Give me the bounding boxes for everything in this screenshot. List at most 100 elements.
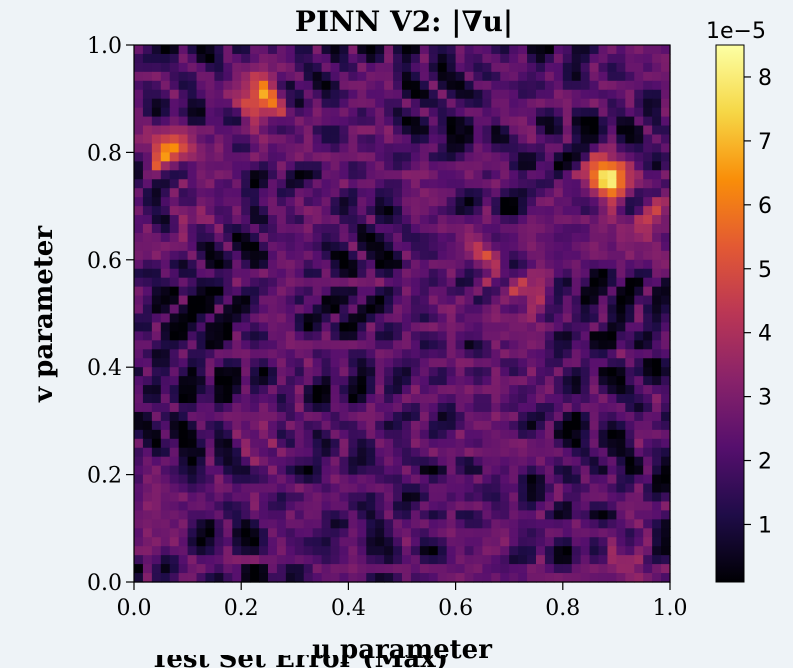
heatmap-cell	[598, 385, 609, 395]
heatmap-cell	[544, 259, 555, 270]
heatmap-cell	[402, 340, 412, 350]
heatmap-cell	[214, 170, 224, 180]
heatmap-cell	[500, 340, 510, 350]
heatmap-cell	[241, 134, 251, 145]
heatmap-cell	[536, 465, 546, 476]
heatmap-cell	[214, 358, 224, 368]
heatmap-cell	[375, 268, 385, 279]
heatmap-cell	[330, 80, 341, 91]
heatmap-cell	[169, 420, 180, 431]
heatmap-cell	[241, 367, 251, 377]
heatmap-cell	[160, 429, 171, 440]
heatmap-cell	[393, 447, 403, 458]
heatmap-cell	[491, 537, 501, 547]
heatmap-cell	[250, 501, 260, 511]
heatmap-cell	[455, 45, 466, 55]
heatmap-cell	[580, 116, 591, 127]
heatmap-cell	[536, 304, 546, 315]
heatmap-cell	[393, 438, 403, 449]
heatmap-cell	[223, 340, 233, 350]
heatmap-cell	[625, 179, 635, 189]
heatmap-cell	[598, 241, 609, 252]
heatmap-cell	[160, 98, 171, 109]
heatmap-cell	[268, 313, 278, 324]
heatmap-cell	[134, 376, 144, 386]
heatmap-cell	[536, 349, 546, 359]
heatmap-cell	[321, 89, 332, 100]
heatmap-cell	[384, 528, 394, 538]
heatmap-cell	[339, 367, 349, 377]
heatmap-cell	[509, 152, 519, 162]
heatmap-cell	[268, 555, 278, 565]
heatmap-cell	[625, 501, 635, 511]
heatmap-cell	[428, 501, 439, 511]
heatmap-cell	[634, 483, 644, 494]
heatmap-cell	[634, 394, 644, 404]
heatmap-cell	[357, 546, 367, 556]
heatmap-cell	[643, 313, 653, 324]
heatmap-cell	[285, 152, 296, 162]
heatmap-cell	[339, 62, 349, 73]
heatmap-cell	[580, 161, 591, 171]
heatmap-cell	[643, 295, 653, 306]
heatmap-cell	[303, 197, 314, 207]
heatmap-cell	[544, 447, 555, 458]
heatmap-cell	[142, 143, 153, 153]
heatmap-cell	[455, 215, 466, 225]
heatmap-cell	[616, 438, 626, 449]
heatmap-cell	[303, 420, 314, 431]
heatmap-cell	[500, 143, 510, 153]
heatmap-cell	[652, 161, 662, 171]
heatmap-cell	[160, 250, 171, 261]
heatmap-cell	[241, 107, 251, 118]
heatmap-cell	[553, 277, 564, 288]
heatmap-cell	[571, 80, 582, 91]
heatmap-cell	[661, 492, 671, 503]
heatmap-cell	[393, 322, 403, 332]
heatmap-cell	[625, 259, 635, 270]
heatmap-cell	[446, 45, 457, 55]
heatmap-cell	[536, 286, 546, 297]
heatmap-cell	[518, 134, 528, 145]
heatmap-cell	[357, 250, 367, 261]
heatmap-cell	[169, 546, 180, 556]
heatmap-cell	[187, 537, 198, 547]
heatmap-cell	[178, 403, 189, 413]
heatmap-cell	[634, 277, 644, 288]
heatmap-cell	[419, 573, 430, 583]
heatmap-cell	[410, 349, 421, 359]
heatmap-cell	[250, 358, 260, 368]
heatmap-cell	[276, 259, 287, 270]
heatmap-cell	[357, 358, 367, 368]
heatmap-cell	[562, 429, 573, 440]
heatmap-cell	[428, 188, 439, 198]
heatmap-cell	[571, 143, 582, 153]
heatmap-cell	[553, 62, 564, 73]
heatmap-cell	[196, 474, 207, 485]
heatmap-cell	[634, 188, 644, 198]
heatmap-cell	[455, 206, 466, 216]
heatmap-cell	[223, 161, 233, 171]
heatmap-cell	[330, 250, 341, 261]
heatmap-cell	[553, 152, 564, 162]
heatmap-cell	[268, 143, 278, 153]
heatmap-cell	[303, 188, 314, 198]
heatmap-cell	[223, 438, 233, 449]
heatmap-cell	[339, 206, 349, 216]
heatmap-cell	[518, 116, 528, 127]
heatmap-cell	[482, 385, 492, 395]
heatmap-cell	[393, 277, 403, 288]
heatmap-cell	[562, 447, 573, 458]
heatmap-cell	[491, 53, 501, 64]
heatmap-cell	[339, 429, 349, 440]
heatmap-cell	[250, 403, 260, 413]
heatmap-cell	[562, 179, 573, 189]
colorbar-tick-label: 5	[758, 258, 772, 283]
heatmap-cell	[661, 259, 671, 270]
heatmap-cell	[205, 71, 215, 82]
heatmap-cell	[268, 89, 278, 100]
heatmap-cell	[589, 80, 600, 91]
heatmap-cell	[268, 304, 278, 315]
heatmap-cell	[589, 241, 600, 252]
heatmap-cell	[518, 295, 528, 306]
